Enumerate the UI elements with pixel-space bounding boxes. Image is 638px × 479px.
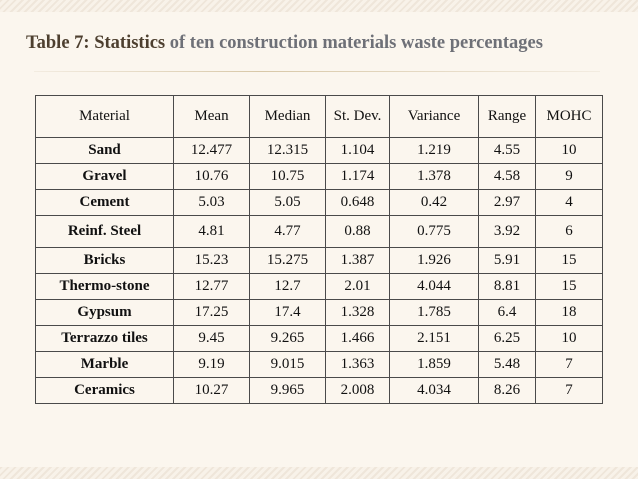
cell-st-dev: 1.174 (325, 163, 390, 190)
cell-median: 9.965 (249, 377, 326, 404)
table-row: Terrazzo tiles 9.45 9.265 1.466 2.151 6.… (35, 325, 603, 352)
header-median: Median (249, 95, 326, 138)
table-row: Sand 12.477 12.315 1.104 1.219 4.55 10 (35, 137, 603, 164)
cell-st-dev: 2.008 (325, 377, 390, 404)
table-row: Bricks 15.23 15.275 1.387 1.926 5.91 15 (35, 247, 603, 274)
cell-mohc: 10 (535, 325, 603, 352)
cell-st-dev: 1.387 (325, 247, 390, 274)
table-header-row: Material Mean Median St. Dev. Variance R… (35, 95, 603, 138)
cell-variance: 0.775 (389, 215, 479, 248)
cell-median: 9.015 (249, 351, 326, 378)
header-mohc: MOHC (535, 95, 603, 138)
cell-st-dev: 1.363 (325, 351, 390, 378)
cell-range: 8.81 (478, 273, 536, 300)
cell-range: 6.25 (478, 325, 536, 352)
table-row: Thermo-stone 12.77 12.7 2.01 4.044 8.81 … (35, 273, 603, 300)
statistics-table: Material Mean Median St. Dev. Variance R… (35, 95, 603, 404)
table-row: Gravel 10.76 10.75 1.174 1.378 4.58 9 (35, 163, 603, 190)
cell-range: 6.4 (478, 299, 536, 326)
cell-median: 17.4 (249, 299, 326, 326)
cell-material: Gypsum (35, 299, 174, 326)
cell-material: Sand (35, 137, 174, 164)
cell-st-dev: 0.648 (325, 189, 390, 216)
cell-mean: 9.19 (173, 351, 250, 378)
cell-median: 10.75 (249, 163, 326, 190)
cell-st-dev: 0.88 (325, 215, 390, 248)
decorative-bottom-border (0, 467, 638, 479)
header-st-dev: St. Dev. (325, 95, 390, 138)
cell-st-dev: 1.104 (325, 137, 390, 164)
title-divider (34, 71, 600, 72)
table-caption: Table 7: Statistics of ten construction … (26, 33, 626, 54)
header-range: Range (478, 95, 536, 138)
cell-mean: 15.23 (173, 247, 250, 274)
table-row: Reinf. Steel 4.81 4.77 0.88 0.775 3.92 6 (35, 215, 603, 248)
cell-range: 5.48 (478, 351, 536, 378)
cell-variance: 1.378 (389, 163, 479, 190)
caption-emphasis: Statistics (94, 33, 166, 53)
cell-mohc: 4 (535, 189, 603, 216)
cell-range: 5.91 (478, 247, 536, 274)
decorative-top-border (0, 0, 638, 12)
cell-mohc: 10 (535, 137, 603, 164)
cell-variance: 1.859 (389, 351, 479, 378)
cell-mean: 9.45 (173, 325, 250, 352)
cell-variance: 1.219 (389, 137, 479, 164)
cell-mean: 12.77 (173, 273, 250, 300)
cell-mohc: 18 (535, 299, 603, 326)
table-row: Ceramics 10.27 9.965 2.008 4.034 8.26 7 (35, 377, 603, 404)
cell-range: 8.26 (478, 377, 536, 404)
cell-material: Marble (35, 351, 174, 378)
cell-mean: 12.477 (173, 137, 250, 164)
cell-mohc: 7 (535, 351, 603, 378)
cell-material: Thermo-stone (35, 273, 174, 300)
cell-material: Reinf. Steel (35, 215, 174, 248)
cell-variance: 0.42 (389, 189, 479, 216)
cell-material: Terrazzo tiles (35, 325, 174, 352)
cell-range: 4.55 (478, 137, 536, 164)
cell-median: 9.265 (249, 325, 326, 352)
cell-mean: 4.81 (173, 215, 250, 248)
cell-st-dev: 1.466 (325, 325, 390, 352)
cell-st-dev: 1.328 (325, 299, 390, 326)
cell-mohc: 7 (535, 377, 603, 404)
header-mean: Mean (173, 95, 250, 138)
cell-median: 15.275 (249, 247, 326, 274)
cell-mohc: 9 (535, 163, 603, 190)
cell-median: 12.315 (249, 137, 326, 164)
header-variance: Variance (389, 95, 479, 138)
cell-median: 12.7 (249, 273, 326, 300)
cell-range: 2.97 (478, 189, 536, 216)
cell-median: 4.77 (249, 215, 326, 248)
table-row: Gypsum 17.25 17.4 1.328 1.785 6.4 18 (35, 299, 603, 326)
cell-mean: 10.76 (173, 163, 250, 190)
cell-mohc: 15 (535, 273, 603, 300)
cell-mohc: 6 (535, 215, 603, 248)
cell-material: Gravel (35, 163, 174, 190)
cell-median: 5.05 (249, 189, 326, 216)
cell-range: 4.58 (478, 163, 536, 190)
cell-mean: 10.27 (173, 377, 250, 404)
cell-mohc: 15 (535, 247, 603, 274)
caption-prefix: Table 7: (26, 33, 95, 53)
header-material: Material (35, 95, 174, 138)
cell-range: 3.92 (478, 215, 536, 248)
table-row: Marble 9.19 9.015 1.363 1.859 5.48 7 (35, 351, 603, 378)
cell-material: Ceramics (35, 377, 174, 404)
cell-variance: 1.926 (389, 247, 479, 274)
cell-material: Cement (35, 189, 174, 216)
table-row: Cement 5.03 5.05 0.648 0.42 2.97 4 (35, 189, 603, 216)
cell-variance: 4.044 (389, 273, 479, 300)
cell-material: Bricks (35, 247, 174, 274)
cell-st-dev: 2.01 (325, 273, 390, 300)
cell-mean: 5.03 (173, 189, 250, 216)
cell-mean: 17.25 (173, 299, 250, 326)
caption-text: of ten construction materials waste perc… (165, 33, 543, 53)
cell-variance: 1.785 (389, 299, 479, 326)
cell-variance: 2.151 (389, 325, 479, 352)
cell-variance: 4.034 (389, 377, 479, 404)
